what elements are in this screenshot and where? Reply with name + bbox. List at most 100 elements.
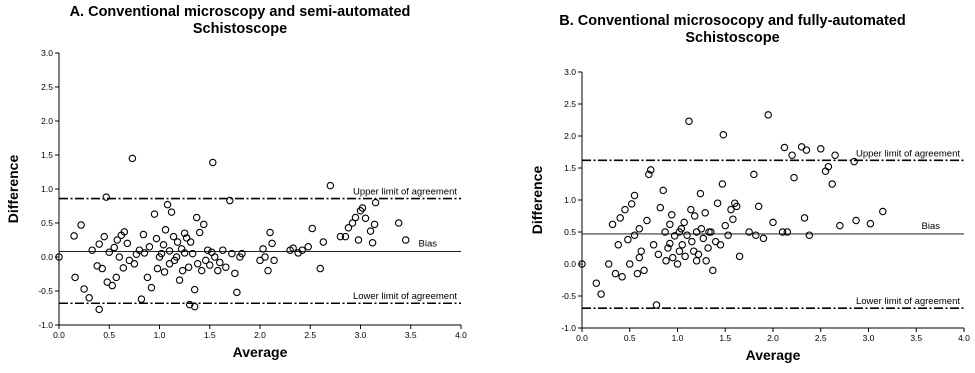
chart-a-data-point: [95, 305, 103, 314]
chart-b-data-point: [630, 231, 639, 239]
chart-a-data-point: [172, 253, 181, 261]
chart-a-data-point: [206, 261, 214, 269]
chart-a-data-point: [336, 232, 345, 241]
chart-b-data-point: [783, 228, 792, 236]
chart-b-data-point: [666, 220, 674, 229]
chart-a-data-point: [188, 249, 197, 258]
chart-b-data-point: [704, 244, 712, 252]
chart-a-data-point: [173, 238, 182, 246]
chart-b-data-point: [664, 244, 672, 252]
chart-b-data-point: [816, 145, 825, 153]
chart-a-data-point: [197, 266, 206, 275]
chart-a-data-point: [358, 204, 367, 212]
chart-b-x-tick-label: 3.0: [863, 333, 875, 343]
chart-b-data-point: [754, 202, 763, 211]
chart-b-data-point: [696, 189, 705, 198]
chart-a-title: A. Conventional microscopy and semi-auto…: [0, 4, 480, 38]
chart-a-data-point: [130, 260, 139, 268]
chart-b-data-point: [866, 219, 875, 228]
chart-a-data-point: [178, 266, 187, 275]
chart-a-data-point: [195, 228, 204, 237]
chart-b-data-point: [649, 241, 658, 249]
chart-a-data-point: [268, 239, 276, 248]
chart-a-data-point: [401, 236, 410, 244]
chart-a-y-tick-label: 1.0: [41, 184, 53, 194]
chart-a-data-point: [180, 249, 189, 257]
chart-a-data-point: [264, 266, 272, 275]
chart-b-x-tick-label: 2.5: [815, 333, 827, 343]
chart-a-data-point: [351, 213, 360, 222]
chart-b-data-point: [735, 252, 744, 261]
chart-b-y-tick-label: -1.0: [561, 323, 576, 333]
chart-a-x-tick-label: 3.5: [405, 330, 417, 340]
chart-a-data-point: [190, 302, 199, 311]
chart-a-data-point: [182, 234, 191, 242]
chart-b-data-point: [764, 111, 772, 119]
chart-b-data-point: [802, 146, 811, 154]
chart-a-data-point: [100, 232, 108, 241]
chart-a-x-tick-label: 0.0: [53, 330, 65, 340]
chart-b-data-point: [718, 180, 727, 188]
chart-b-data-point: [724, 231, 732, 239]
chart-b-y-tick-label: 0.0: [564, 259, 576, 269]
chart-b-data-point: [745, 228, 753, 236]
chart-a-data-point: [153, 264, 162, 273]
chart-a-data-point: [259, 245, 267, 253]
chart-a-data-point: [209, 158, 217, 167]
chart-a-data-point: [226, 196, 234, 205]
chart-a-data-point: [143, 273, 152, 282]
chart-b-data-point: [685, 117, 693, 126]
chart-b-y-tick-label: 3.0: [564, 67, 576, 77]
chart-a-data-point: [112, 273, 121, 282]
chart-b-data-point: [656, 203, 665, 212]
chart-a-data-point: [150, 210, 159, 218]
chart-b-y-tick-label: 2.5: [564, 99, 576, 109]
chart-a-data-point: [316, 264, 325, 273]
chart-a-data-point: [115, 253, 124, 261]
chart-a-data-point: [266, 228, 274, 237]
chart-a-data-point: [238, 249, 246, 258]
chart-a-data-point: [139, 230, 148, 239]
chart-b-data-point: [626, 260, 634, 268]
chart-a-data-point: [270, 256, 278, 265]
chart-a-data-point: [140, 249, 149, 257]
chart-a-data-point: [326, 181, 335, 190]
chart-a-data-point: [128, 154, 137, 163]
chart-b-upper-loa-label: Upper limit of agreement: [856, 148, 960, 159]
chart-a-data-point: [152, 234, 161, 243]
chart-b-title-line1: B. Conventional microsocopy and fully-au…: [559, 13, 906, 29]
chart-b-data-point: [687, 205, 695, 214]
chart-b-data-point: [635, 253, 644, 262]
chart-a-data-point: [341, 232, 350, 241]
chart-b-data-point: [697, 225, 706, 233]
chart-a-data-point: [167, 208, 176, 216]
chart-a-data-point: [98, 264, 106, 273]
chart-a-data-point: [120, 228, 129, 236]
chart-a-data-point: [228, 249, 236, 258]
chart-a-data-point: [88, 246, 96, 254]
chart-b-y-tick-label: 1.0: [564, 195, 576, 205]
panel-a: A. Conventional microscopy and semi-auto…: [0, 0, 480, 373]
chart-b-data-point: [633, 269, 642, 278]
chart-a-data-point: [192, 213, 201, 222]
chart-b-data-point: [778, 228, 787, 236]
chart-a-y-tick-label: -0.5: [38, 286, 53, 296]
chart-a-data-point: [159, 241, 168, 249]
chart-a-data-point: [147, 283, 156, 292]
chart-b-data-point: [752, 231, 760, 239]
chart-b-data-point: [621, 205, 629, 214]
chart-a-data-point: [110, 243, 119, 252]
chart-b-title-line2: Schistoscope: [685, 30, 780, 46]
chart-a-data-point: [165, 247, 174, 255]
chart-a-data-point: [216, 258, 224, 267]
chart-b-data-point: [683, 231, 691, 239]
chart-b-data-point: [652, 301, 661, 309]
chart-a-data-point: [119, 264, 128, 272]
chart-a-data-point: [185, 300, 194, 309]
chart-a-data-point: [231, 269, 239, 278]
chart-b-y-tick-label: 1.5: [564, 163, 576, 173]
chart-b-data-point: [769, 218, 777, 227]
chart-b-data-point: [675, 247, 684, 255]
chart-a-lower-loa-label: Lower limit of agreement: [353, 291, 457, 302]
chart-b-data-point: [729, 215, 737, 223]
